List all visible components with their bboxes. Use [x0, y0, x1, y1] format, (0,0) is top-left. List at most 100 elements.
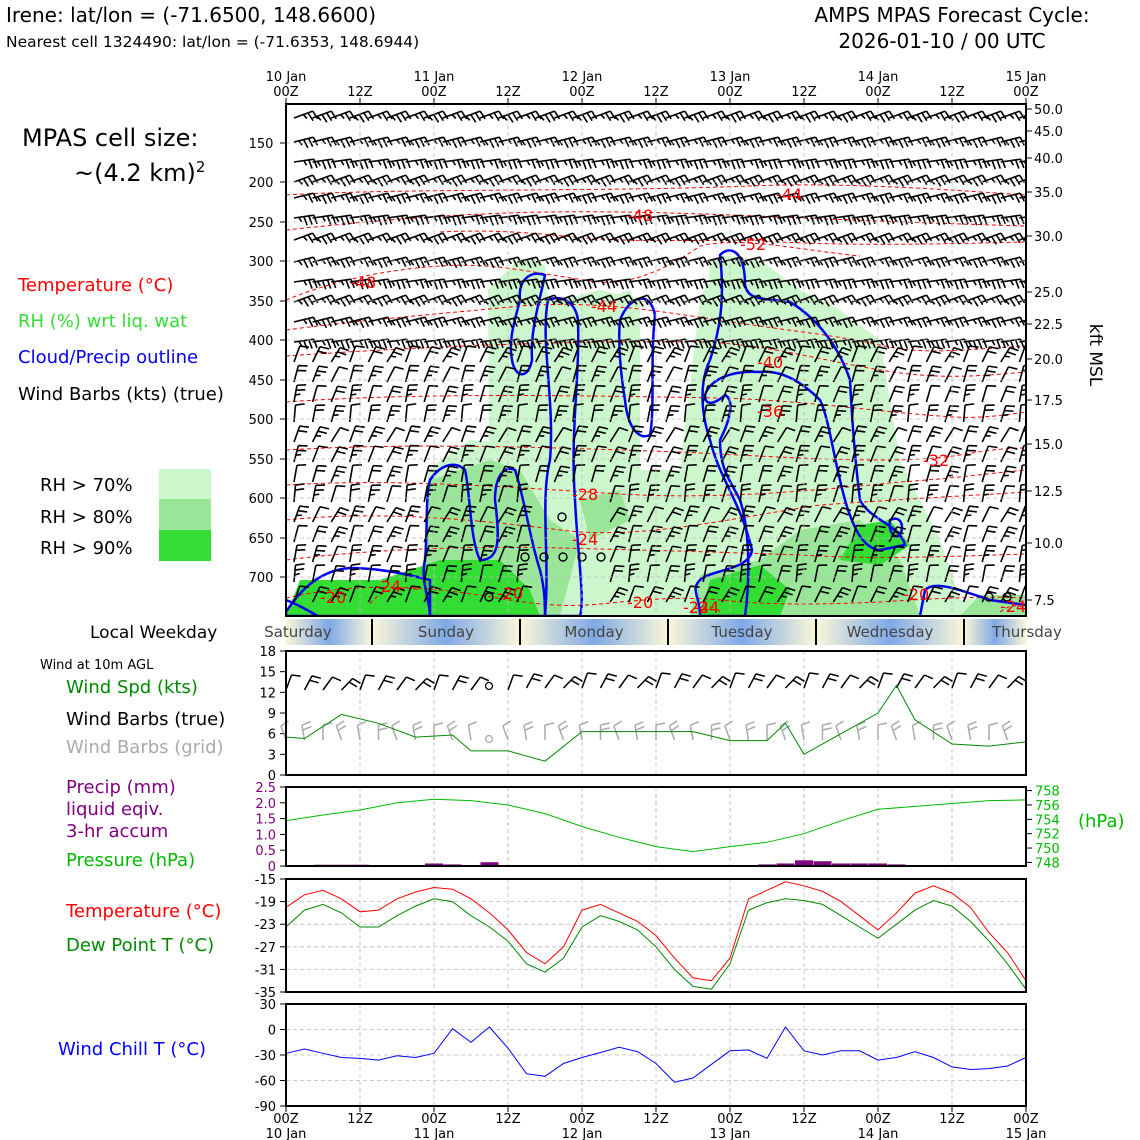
wind-barb [944, 346, 963, 363]
wind-barb [1018, 345, 1026, 363]
wind-barb [814, 294, 840, 307]
wind-barb [684, 278, 709, 290]
wind-barb [740, 214, 765, 226]
wind-barb [609, 294, 635, 306]
wind-barb [367, 525, 384, 543]
grid-wind-barb [301, 721, 312, 741]
wind-barb [962, 483, 975, 503]
wind-barb [516, 174, 542, 187]
wind-barb [442, 174, 468, 187]
wind-barb [331, 338, 355, 350]
wind-barb [442, 465, 459, 483]
wind-barb [758, 445, 775, 463]
wind-barb [498, 174, 524, 186]
bottom-hour-label: 12Z [939, 1112, 965, 1127]
weekday-label: Local Weekday [90, 623, 217, 643]
wind-barb [832, 526, 851, 543]
wind-barb [367, 505, 386, 523]
y-tick-label: 12 [259, 686, 276, 701]
wind-barb [404, 585, 421, 603]
wind-barb [349, 483, 361, 503]
wind-barb [907, 174, 933, 186]
wind-barb [851, 338, 876, 350]
wind-barb [368, 232, 393, 244]
wind-barb [479, 404, 493, 423]
wind-barb [647, 110, 672, 123]
grid-wind-barb [724, 720, 734, 741]
wind-barb [795, 585, 812, 603]
y-tick-label: 0 [268, 769, 276, 784]
temp-label: -44 [591, 297, 617, 316]
true-wind-barb [710, 675, 731, 689]
wind-barb [702, 525, 719, 543]
temperature-panel: Temperature (°C) Dew Point T (°C) -15 -19… [65, 873, 1027, 1001]
y-tick-label: -19 [255, 896, 276, 911]
wind-barb [814, 445, 831, 463]
wind-barb [703, 158, 727, 169]
wind-barb [1019, 178, 1026, 183]
wind-barb [981, 445, 998, 463]
pressure-line [285, 798, 1027, 853]
wind-barb [665, 526, 683, 543]
wind-frame [285, 650, 1027, 776]
wind-barb [553, 426, 573, 443]
wind-barb [925, 505, 944, 523]
wind-barb [330, 506, 350, 523]
wind-barb [925, 484, 939, 503]
wind-barb [498, 278, 523, 290]
wind-barb [591, 214, 616, 226]
wind-barb [628, 364, 643, 383]
wind-barb [665, 174, 691, 187]
wind-barb [293, 256, 319, 269]
wind-barb [572, 232, 598, 245]
wind-barb [647, 294, 672, 306]
wind-barb [907, 384, 920, 403]
wind-barb [776, 526, 795, 543]
wind-barb [609, 564, 625, 583]
wind-barb [405, 232, 431, 244]
wind-barb [609, 506, 629, 523]
wind-barb [460, 345, 477, 363]
dewpoint-line [285, 898, 1027, 990]
calm-circle [484, 681, 494, 691]
wind-barb [330, 366, 349, 383]
wind-barb [479, 384, 494, 403]
wind-barb [869, 365, 886, 383]
wind-barb [479, 505, 497, 523]
wind-barb [330, 385, 347, 403]
grid-wind-barb [578, 721, 589, 741]
wind-barb [423, 564, 437, 583]
wind-barb [721, 564, 737, 583]
grid-wind-barb [1001, 720, 1013, 741]
wind-barb [851, 214, 876, 226]
wind-barb [851, 585, 868, 603]
wind-barb [516, 563, 528, 583]
temp-label: -44 [776, 185, 802, 204]
wind-barb [814, 564, 828, 583]
wind-barb [460, 425, 477, 443]
bottom-hour-label: 00Z [273, 1112, 299, 1127]
wind-barb [404, 425, 421, 443]
wind-barb [367, 564, 381, 583]
wind-barb [981, 174, 1007, 186]
pressure-tick-label: 450 [249, 374, 274, 389]
wind-barb [814, 484, 828, 503]
wind-barb [832, 545, 849, 563]
wind-barb [721, 110, 747, 123]
y-tick-label: 3 [268, 748, 276, 763]
wind-barb [889, 214, 913, 226]
wind-barb [777, 278, 802, 289]
wind-barb [349, 524, 364, 543]
wind-barb [702, 464, 718, 483]
wind-speed-line [285, 684, 1027, 762]
wind-barb [423, 294, 449, 306]
wind-barb [907, 544, 920, 563]
wind-barb [888, 446, 907, 463]
wind-barb [535, 404, 549, 423]
wind-barb [832, 564, 848, 583]
wind-barb [739, 524, 755, 543]
y-tick-label: -90 [255, 1100, 276, 1115]
true-wind-barb [562, 675, 583, 689]
wind-barb [963, 174, 989, 187]
wind-barb [665, 294, 691, 307]
